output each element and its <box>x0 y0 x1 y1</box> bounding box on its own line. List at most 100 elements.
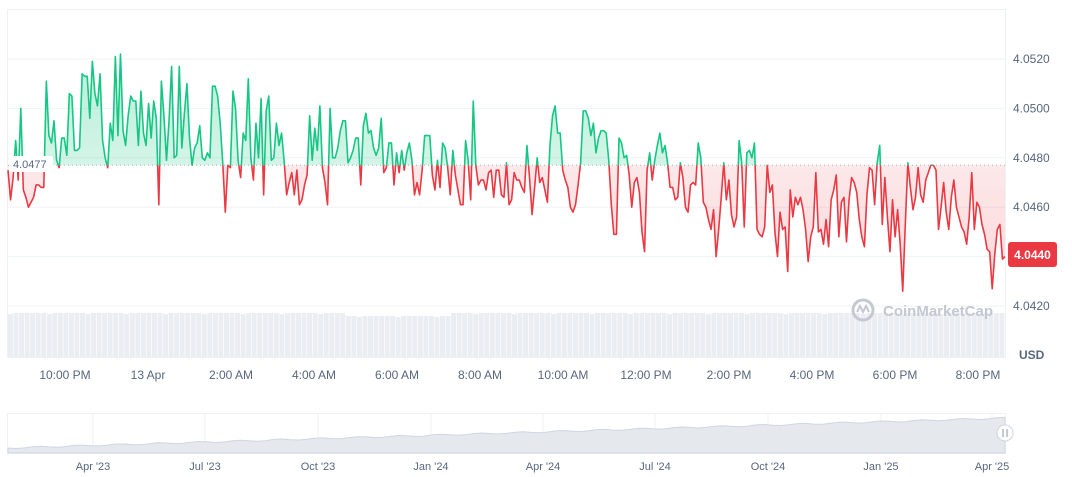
x-tick-label: 8:00 AM <box>458 368 502 382</box>
volume-bar <box>19 313 25 357</box>
navigator-tick-label: Jul '24 <box>639 461 670 473</box>
volume-bar <box>30 313 36 357</box>
volume-bar <box>135 313 141 357</box>
volume-bar <box>478 313 484 357</box>
volume-bar <box>639 313 645 357</box>
volume-bar <box>495 313 501 357</box>
volume-bar <box>528 313 534 357</box>
x-tick-label: 10:00 AM <box>538 368 589 382</box>
volume-bar <box>456 313 462 357</box>
volume-bar <box>307 313 313 357</box>
volume-bar <box>102 313 108 357</box>
volume-bar <box>572 313 578 357</box>
volume-bar <box>611 313 617 357</box>
volume-bar <box>379 316 385 357</box>
volume-bar <box>107 313 113 357</box>
coinmarketcap-logo-icon <box>851 298 875 322</box>
volume-bar <box>877 313 883 357</box>
volume-bar <box>218 313 224 357</box>
volume-bar <box>329 313 335 357</box>
volume-bar <box>811 313 817 357</box>
volume-bar <box>523 313 529 357</box>
volume-bar <box>301 313 307 357</box>
navigator-area <box>7 416 1006 454</box>
volume-bar <box>617 313 623 357</box>
navigator-handle-icon[interactable] <box>996 424 1014 442</box>
volume-bar <box>356 317 362 357</box>
volume-bar <box>423 316 429 357</box>
volume-bar <box>362 316 368 357</box>
volume-bar <box>246 313 252 357</box>
x-axis: 10:00 PM 13 Apr 2:00 AM 4:00 AM 6:00 AM 8:00 … <box>39 368 1000 382</box>
volume-bar <box>296 313 301 357</box>
volume-bar <box>966 313 972 357</box>
price-line-up <box>13 53 935 166</box>
volume-bar <box>921 313 927 357</box>
volume-bar <box>772 313 778 357</box>
volume-bar <box>689 313 695 357</box>
volume-bar <box>251 313 257 357</box>
volume-bar <box>179 313 185 357</box>
watermark: CoinMarketCap <box>851 298 993 322</box>
volume-bar <box>13 313 19 357</box>
volume-bar <box>140 313 146 357</box>
volume-bar <box>163 314 169 357</box>
volume-bar <box>229 313 235 357</box>
volume-bar <box>595 313 601 357</box>
volume-bar <box>899 314 905 357</box>
volume-bar <box>368 316 373 357</box>
volume-bar <box>678 313 684 357</box>
volume-bar <box>794 313 800 357</box>
volume-bar <box>401 316 407 357</box>
x-tick-label: 4:00 AM <box>292 368 336 382</box>
volume-bar <box>345 316 351 357</box>
volume-bar <box>417 316 423 357</box>
volume-bar <box>683 313 689 357</box>
navigator[interactable]: Apr '23 Jul '23 Oct '23 Jan '24 Apr '24 Jul '… <box>7 413 1014 474</box>
volume-bar <box>988 313 994 357</box>
current-price-badge: 4.0440 <box>1008 242 1057 267</box>
volume-bar <box>916 313 922 357</box>
navigator-tick-label: Apr '25 <box>975 461 1010 473</box>
volume-bar <box>224 313 229 357</box>
volume-bar <box>545 313 551 357</box>
volume-bar <box>578 313 584 357</box>
volume-bar <box>517 313 523 357</box>
volume-bar <box>661 313 667 357</box>
volume-bar <box>883 313 889 357</box>
volume-bar <box>351 316 357 357</box>
volume-bar <box>24 313 30 357</box>
volume-bar <box>910 313 916 357</box>
volume-bar <box>584 313 589 357</box>
y-tick-label: 4.0500 <box>1013 101 1050 115</box>
x-tick-label: 6:00 AM <box>375 368 419 382</box>
volume-bar <box>805 313 811 357</box>
volume-bar <box>152 313 157 357</box>
baseline-label: 4.0477 <box>9 156 53 172</box>
volume-bar <box>146 313 152 357</box>
volume-bar <box>800 313 805 357</box>
volume-bar <box>512 314 517 357</box>
volume-bar <box>960 313 966 357</box>
volume-bar <box>434 317 440 357</box>
volume-bar <box>905 313 911 357</box>
volume-bar <box>290 313 296 357</box>
volume-bar <box>445 316 451 357</box>
volume-bar <box>240 314 246 357</box>
navigator-tick-label: Jan '24 <box>413 461 448 473</box>
volume-bar <box>866 313 872 357</box>
volume-bar <box>716 313 722 357</box>
volume-bar <box>700 313 706 357</box>
volume-bar <box>550 314 556 357</box>
volume-bar <box>755 313 761 357</box>
volume-bar <box>334 313 340 357</box>
y-tick-label: 4.0520 <box>1013 52 1050 66</box>
volume-bar <box>428 316 434 357</box>
volume-bar <box>783 314 789 357</box>
volume-bar <box>739 313 745 357</box>
volume-bar <box>744 314 750 357</box>
volume-bar <box>57 313 63 357</box>
x-tick-label: 4:00 PM <box>790 368 835 382</box>
navigator-tick-label: Jul '23 <box>189 461 220 473</box>
